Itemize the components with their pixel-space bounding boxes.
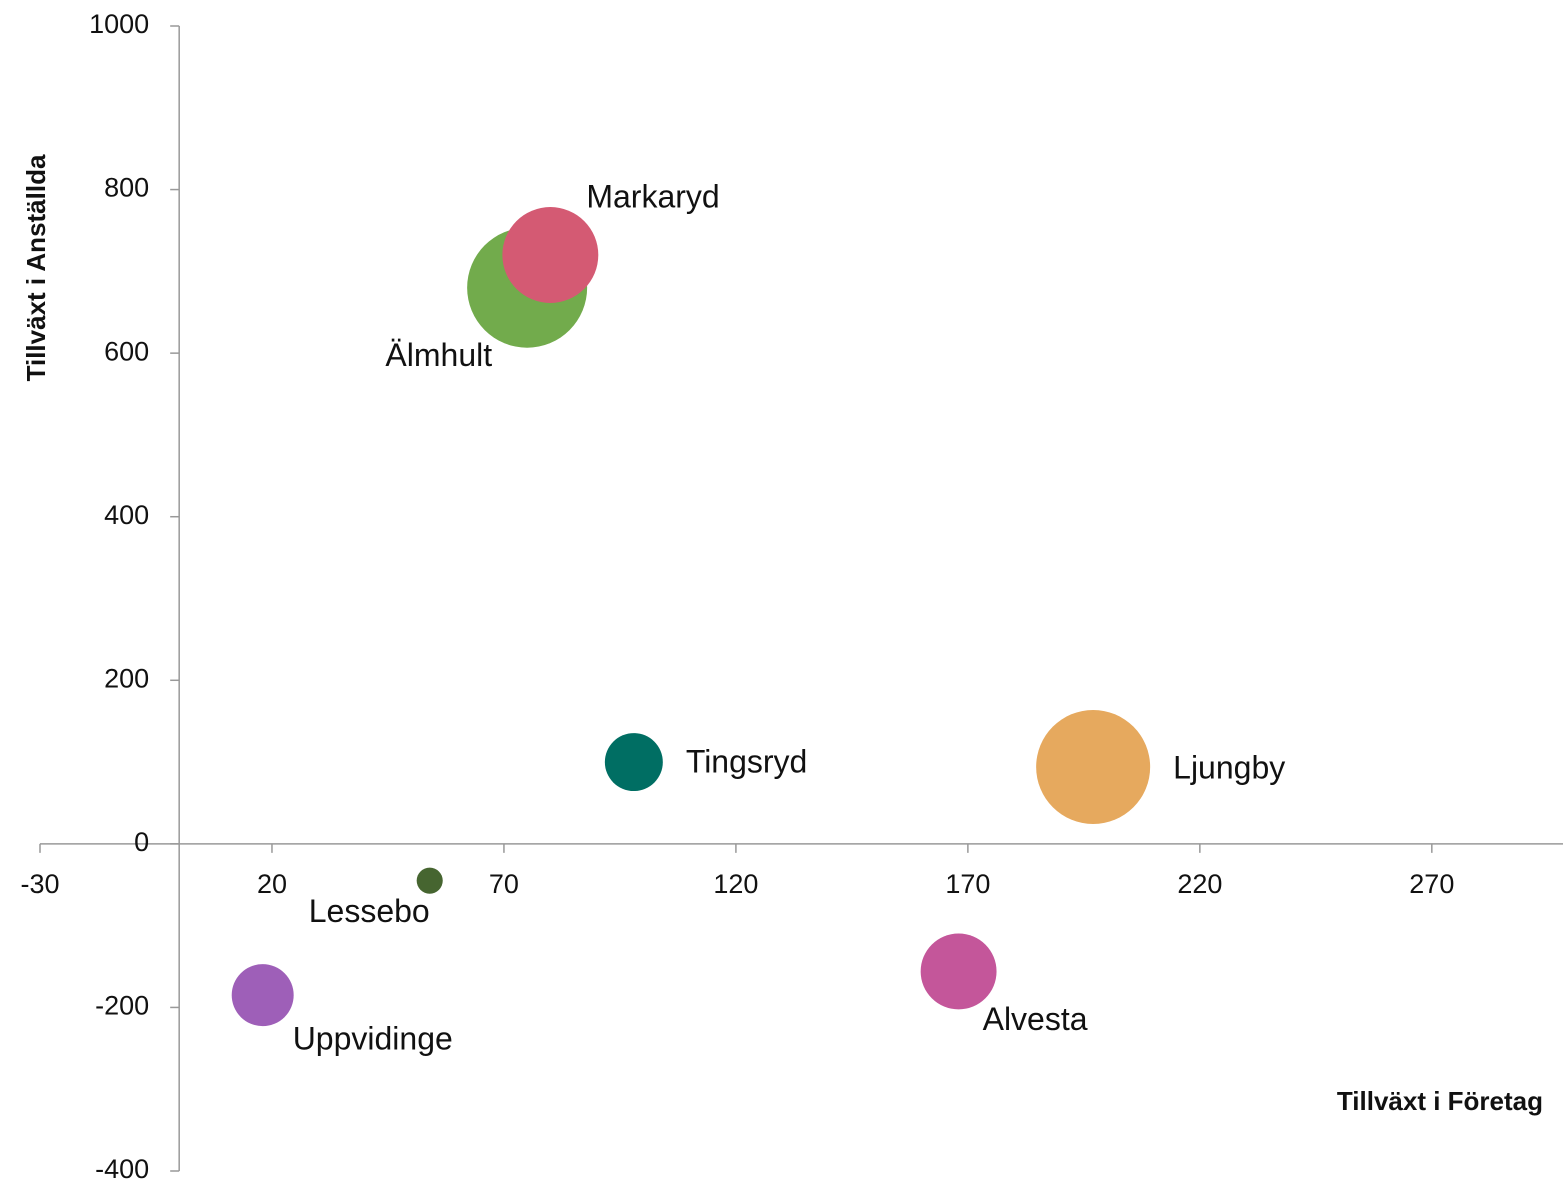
y-tick-label: -200: [95, 991, 149, 1021]
bubble-label: Uppvidinge: [293, 1021, 453, 1057]
bubble: [416, 867, 443, 894]
x-tick-label: 20: [257, 869, 287, 899]
bubble-label: Markaryd: [586, 178, 719, 214]
x-tick-label: 170: [945, 869, 990, 899]
y-tick-label: 1000: [89, 9, 149, 39]
x-axis-title: Tillväxt i Företag: [1337, 1086, 1543, 1116]
bubble: [231, 964, 294, 1027]
bubble-label: Alvesta: [983, 1001, 1088, 1037]
bubble: [604, 733, 663, 792]
x-tick-label: 270: [1409, 869, 1454, 899]
y-tick-label: 800: [104, 173, 149, 203]
y-tick-label: 200: [104, 663, 149, 693]
y-tick-label: 0: [134, 827, 149, 857]
bubble: [920, 933, 997, 1010]
x-tick-label: 120: [713, 869, 758, 899]
bubble-label: Lessebo: [309, 893, 430, 929]
x-tick-label: 220: [1177, 869, 1222, 899]
y-tick-label: 400: [104, 500, 149, 530]
y-tick-label: -400: [95, 1154, 149, 1184]
bubble-label: Tingsryd: [686, 744, 808, 780]
x-tick-label: -30: [20, 869, 59, 899]
x-tick-label: 70: [489, 869, 519, 899]
bubble-label: Ljungby: [1173, 749, 1285, 785]
y-tick-label: 600: [104, 336, 149, 366]
bubble: [502, 207, 599, 303]
bubble-label: Älmhult: [385, 337, 492, 373]
bubble: [1036, 709, 1151, 824]
y-axis-title: Tillväxt i Anställda: [21, 154, 51, 381]
